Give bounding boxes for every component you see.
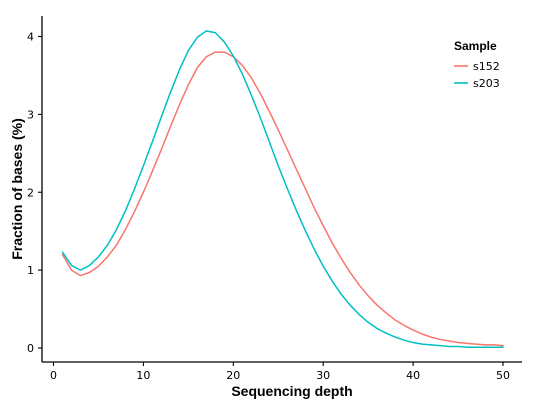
axes: 0 10 20 30 40 50 0 1 2 3 4: [27, 16, 522, 382]
x-tick-label-40: 40: [406, 369, 420, 382]
x-tick-label-0: 0: [50, 369, 57, 382]
x-tick-label-30: 30: [316, 369, 330, 382]
x-tick-label-50: 50: [496, 369, 510, 382]
plot-area: [61, 30, 504, 348]
legend-label-s152: s152: [473, 60, 500, 73]
y-tick-label-1: 1: [27, 264, 34, 277]
legend-label-s203: s203: [473, 77, 500, 90]
y-tick-label-3: 3: [27, 108, 34, 121]
y-axis-title: Fraction of bases (%): [9, 118, 25, 260]
x-tick-label-20: 20: [226, 369, 240, 382]
x-axis-title: Sequencing depth: [231, 383, 352, 399]
x-tick-label-10: 10: [136, 369, 150, 382]
y-tick-label-2: 2: [27, 186, 34, 199]
y-tick-label-0: 0: [27, 342, 34, 355]
series-line-s152: [61, 51, 504, 347]
legend-title: Sample: [454, 39, 497, 53]
series-line-s203: [61, 30, 504, 348]
legend: Sample s152 s203: [454, 39, 500, 90]
y-tick-label-4: 4: [27, 31, 34, 44]
